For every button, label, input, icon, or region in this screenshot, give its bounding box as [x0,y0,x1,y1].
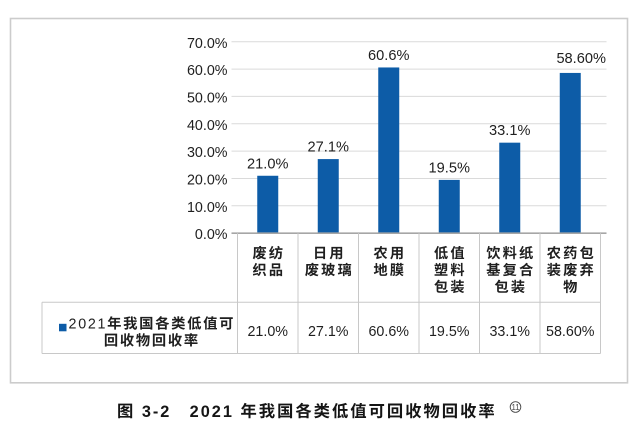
svg-text:27.1%: 27.1% [308,140,349,156]
svg-text:2021: 2021 [190,403,234,421]
svg-text:33.1%: 33.1% [489,324,530,340]
svg-text:27.1%: 27.1% [308,324,349,340]
svg-text:10.0%: 10.0% [187,200,228,216]
svg-text:20.0%: 20.0% [187,173,228,189]
svg-text:0.0%: 0.0% [195,227,228,243]
svg-text:50.0%: 50.0% [187,90,228,106]
svg-text:21.0%: 21.0% [247,156,288,172]
svg-text:30.0%: 30.0% [187,145,228,161]
svg-text:19.5%: 19.5% [429,160,470,176]
svg-text:21.0%: 21.0% [247,324,288,340]
svg-text:60.6%: 60.6% [368,324,409,340]
svg-text:33.1%: 33.1% [489,123,530,139]
svg-text:19.5%: 19.5% [429,324,470,340]
svg-text:58.60%: 58.60% [556,51,606,67]
svg-text:58.60%: 58.60% [546,324,595,340]
svg-text:60.0%: 60.0% [187,63,228,79]
svg-text:11: 11 [511,403,519,412]
svg-text:40.0%: 40.0% [187,118,228,134]
svg-text:2021: 2021 [69,316,108,332]
svg-text:60.6%: 60.6% [368,48,409,64]
svg-text:70.0%: 70.0% [187,36,228,52]
svg-text:3-2: 3-2 [142,403,172,421]
